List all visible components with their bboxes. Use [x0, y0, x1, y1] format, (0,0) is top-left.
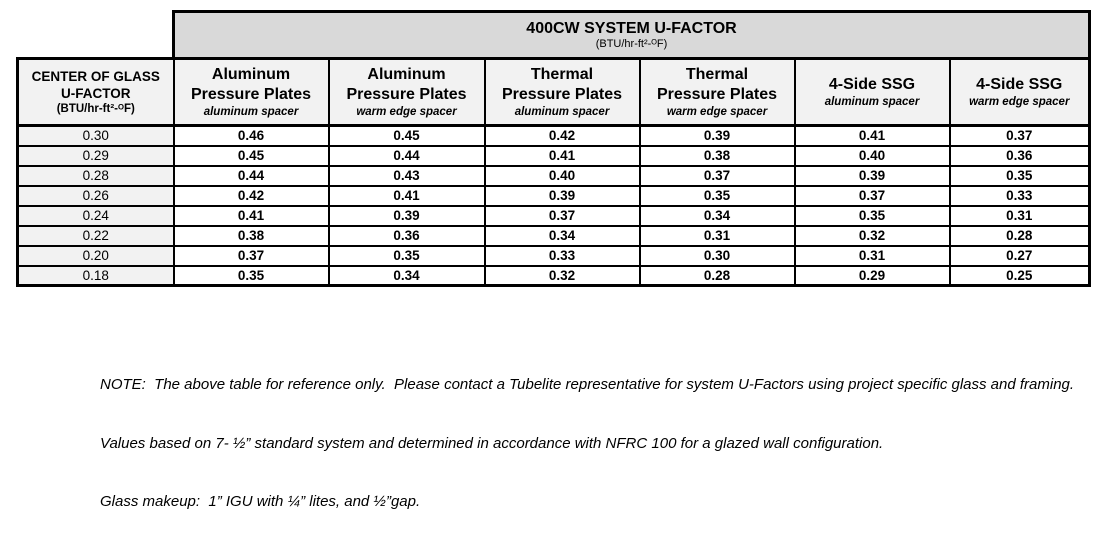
cog-value: 0.24 — [16, 204, 175, 227]
cog-value: 0.26 — [16, 184, 175, 207]
table-title-units: (BTU/hr-ft²-ᴼF) — [595, 37, 668, 50]
ufactor-value: 0.33 — [483, 244, 641, 267]
cog-value: 0.29 — [16, 144, 175, 167]
column-header-thermal-pp-warm-edge-spacer: Thermal Pressure Plates warm edge spacer — [638, 57, 796, 127]
table-title: 400CW SYSTEM U-FACTOR — [526, 19, 737, 37]
column-header-aluminum-pp-warm-edge-spacer: Aluminum Pressure Plates warm edge space… — [327, 57, 486, 127]
column-header-spacer: aluminum spacer — [824, 96, 920, 108]
ufactor-value: 0.41 — [483, 144, 641, 167]
ufactor-value: 0.43 — [327, 164, 486, 187]
ufactor-value: 0.42 — [483, 124, 641, 147]
cog-value: 0.30 — [16, 124, 175, 147]
ufactor-value: 0.34 — [483, 224, 641, 247]
column-header-aluminum-pp-aluminum-spacer: Aluminum Pressure Plates aluminum spacer — [172, 57, 330, 127]
ufactor-value: 0.28 — [638, 264, 796, 287]
footnote-line-2: Values based on 7- ½” standard system an… — [100, 434, 884, 452]
ufactor-value: 0.40 — [483, 164, 641, 187]
ufactor-value: 0.35 — [948, 164, 1091, 187]
column-header-title: Thermal Pressure Plates — [656, 66, 778, 103]
ufactor-value: 0.31 — [793, 244, 951, 267]
table-row: 0.30 0.46 0.45 0.42 0.39 0.41 0.37 — [16, 124, 1091, 147]
ufactor-value: 0.32 — [793, 224, 951, 247]
column-header-spacer: aluminum spacer — [514, 106, 610, 118]
ufactor-value: 0.35 — [793, 204, 951, 227]
ufactor-table-wrap: 400CW SYSTEM U-FACTOR (BTU/hr-ft²-ᴼF) CE… — [16, 10, 1091, 287]
ufactor-value: 0.28 — [948, 224, 1091, 247]
column-header-spacer: aluminum spacer — [203, 106, 299, 118]
footnote: NOTE: The above table for reference only… — [100, 336, 1080, 551]
column-header-4side-ssg-warm-edge-spacer: 4-Side SSG warm edge spacer — [948, 57, 1091, 127]
ufactor-value: 0.36 — [948, 144, 1091, 167]
ufactor-value: 0.39 — [638, 124, 796, 147]
table-row: 0.24 0.41 0.39 0.37 0.34 0.35 0.31 — [16, 204, 1091, 227]
corner-header-units: (BTU/hr-ft²-ᴼF) — [56, 102, 135, 115]
ufactor-value: 0.33 — [948, 184, 1091, 207]
column-header-spacer: warm edge spacer — [666, 106, 768, 118]
ufactor-value: 0.34 — [638, 204, 796, 227]
ufactor-value: 0.41 — [327, 184, 486, 207]
table-row: 0.22 0.38 0.36 0.34 0.31 0.32 0.28 — [16, 224, 1091, 247]
column-header-title: Aluminum Pressure Plates — [190, 66, 312, 103]
cog-value: 0.18 — [16, 264, 175, 287]
ufactor-value: 0.27 — [948, 244, 1091, 267]
title-row: 400CW SYSTEM U-FACTOR (BTU/hr-ft²-ᴼF) — [18, 10, 1091, 60]
column-header-title: Thermal Pressure Plates — [501, 66, 623, 103]
ufactor-value: 0.37 — [638, 164, 796, 187]
table-row: 0.26 0.42 0.41 0.39 0.35 0.37 0.33 — [16, 184, 1091, 207]
ufactor-value: 0.39 — [327, 204, 486, 227]
table-title-cell: 400CW SYSTEM U-FACTOR (BTU/hr-ft²-ᴼF) — [172, 10, 1091, 60]
table-row: 0.28 0.44 0.43 0.40 0.37 0.39 0.35 — [16, 164, 1091, 187]
ufactor-value: 0.38 — [172, 224, 330, 247]
empty-corner — [18, 12, 174, 59]
table-row: 0.29 0.45 0.44 0.41 0.38 0.40 0.36 — [16, 144, 1091, 167]
column-header-title: 4-Side SSG — [976, 76, 1063, 93]
ufactor-value: 0.39 — [483, 184, 641, 207]
ufactor-value: 0.31 — [638, 224, 796, 247]
ufactor-value: 0.36 — [327, 224, 486, 247]
corner-header-center-of-glass: CENTER OF GLASS U-FACTOR (BTU/hr-ft²-ᴼF) — [16, 57, 175, 127]
ufactor-value: 0.44 — [172, 164, 330, 187]
document-page: 400CW SYSTEM U-FACTOR (BTU/hr-ft²-ᴼF) CE… — [16, 10, 1091, 510]
ufactor-value: 0.29 — [793, 264, 951, 287]
ufactor-value: 0.46 — [172, 124, 330, 147]
ufactor-value: 0.37 — [948, 124, 1091, 147]
ufactor-value: 0.40 — [793, 144, 951, 167]
ufactor-value: 0.35 — [327, 244, 486, 267]
ufactor-value: 0.39 — [793, 164, 951, 187]
ufactor-value: 0.42 — [172, 184, 330, 207]
ufactor-value: 0.41 — [172, 204, 330, 227]
ufactor-value: 0.45 — [172, 144, 330, 167]
ufactor-value: 0.25 — [948, 264, 1091, 287]
ufactor-value: 0.37 — [793, 184, 951, 207]
column-header-spacer: warm edge spacer — [356, 106, 457, 118]
ufactor-value: 0.45 — [327, 124, 486, 147]
ufactor-value: 0.41 — [793, 124, 951, 147]
ufactor-value: 0.32 — [483, 264, 641, 287]
ufactor-value: 0.37 — [172, 244, 330, 267]
ufactor-value: 0.30 — [638, 244, 796, 267]
footnote-line-3: Glass makeup: 1” IGU with ¼” lites, and … — [100, 493, 421, 510]
ufactor-value: 0.44 — [327, 144, 486, 167]
ufactor-value: 0.34 — [327, 264, 486, 287]
column-header-thermal-pp-aluminum-spacer: Thermal Pressure Plates aluminum spacer — [483, 57, 641, 127]
cog-value: 0.20 — [16, 244, 175, 267]
ufactor-value: 0.35 — [172, 264, 330, 287]
footnote-line-1: NOTE: The above table for reference only… — [100, 376, 1075, 393]
ufactor-value: 0.35 — [638, 184, 796, 207]
column-header-row: CENTER OF GLASS U-FACTOR (BTU/hr-ft²-ᴼF)… — [16, 57, 1091, 127]
cog-value: 0.22 — [16, 224, 175, 247]
ufactor-value: 0.31 — [948, 204, 1091, 227]
table-row: 0.20 0.37 0.35 0.33 0.30 0.31 0.27 — [16, 244, 1091, 267]
column-header-title: 4-Side SSG — [828, 76, 916, 93]
cog-value: 0.28 — [16, 164, 175, 187]
column-header-4side-ssg-aluminum-spacer: 4-Side SSG aluminum spacer — [793, 57, 951, 127]
ufactor-value: 0.38 — [638, 144, 796, 167]
ufactor-table: 400CW SYSTEM U-FACTOR (BTU/hr-ft²-ᴼF) CE… — [16, 10, 1091, 287]
table-row: 0.18 0.35 0.34 0.32 0.28 0.29 0.25 — [16, 264, 1091, 287]
column-header-title: Aluminum Pressure Plates — [346, 66, 467, 103]
corner-header-title: CENTER OF GLASS U-FACTOR — [31, 68, 160, 101]
ufactor-value: 0.37 — [483, 204, 641, 227]
column-header-spacer: warm edge spacer — [969, 96, 1070, 108]
